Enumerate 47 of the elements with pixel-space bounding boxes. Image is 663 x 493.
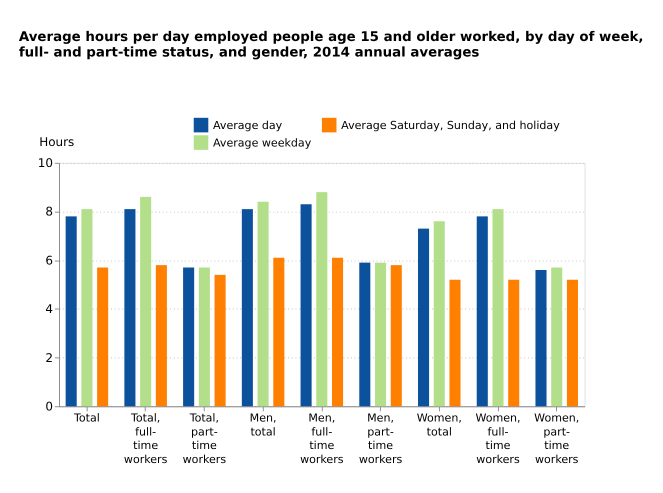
bar bbox=[97, 268, 108, 406]
x-tick-label: Total bbox=[73, 412, 100, 425]
bar bbox=[449, 280, 461, 406]
x-tick-label: Men, total bbox=[250, 412, 277, 438]
bar bbox=[81, 209, 92, 406]
x-tick-label: Women, full-time workers bbox=[475, 412, 521, 466]
bar bbox=[434, 221, 445, 406]
x-tick-label: Women, part-time workers bbox=[534, 412, 580, 466]
y-tick-label: 8 bbox=[45, 204, 54, 219]
x-tick-label: Total, full-time workers bbox=[124, 412, 168, 466]
y-tick-label: 4 bbox=[45, 302, 54, 316]
bar bbox=[418, 228, 430, 406]
legend-label: Average day bbox=[213, 118, 283, 132]
bar bbox=[476, 216, 488, 406]
bar bbox=[359, 262, 370, 406]
x-tick-label: Men, part-time workers bbox=[358, 412, 402, 466]
legend-label: Average Saturday, Sunday, and holiday bbox=[341, 118, 560, 132]
bar bbox=[214, 274, 226, 406]
bar bbox=[551, 268, 562, 406]
legend-label: Average weekday bbox=[213, 136, 312, 150]
bar bbox=[140, 196, 152, 406]
bar bbox=[124, 209, 136, 406]
x-tick-label: Women, total bbox=[416, 412, 462, 438]
bar bbox=[316, 192, 328, 406]
bar bbox=[375, 262, 386, 406]
bar bbox=[258, 202, 269, 406]
x-tick-label: Total, part-time workers bbox=[182, 412, 226, 466]
bar bbox=[156, 265, 167, 406]
bar bbox=[390, 265, 402, 406]
bar bbox=[183, 268, 194, 406]
bar bbox=[535, 270, 547, 406]
y-axis-title: Hours bbox=[39, 134, 74, 149]
y-tick-label: 2 bbox=[45, 350, 54, 365]
bar bbox=[242, 209, 253, 406]
y-tick-label: 6 bbox=[45, 253, 54, 268]
y-tick-label: 10 bbox=[38, 156, 54, 170]
bar bbox=[508, 280, 520, 406]
bar bbox=[566, 280, 578, 406]
bar bbox=[273, 258, 284, 406]
bar bbox=[198, 268, 210, 406]
bar bbox=[300, 204, 312, 406]
chart-title: Average hours per day employed people age 15 and older worked, by day of week, full- and part-time status, and gender, 2014 annual averages bbox=[18, 30, 644, 60]
x-tick-label: Men, full-time workers bbox=[300, 412, 344, 466]
bar bbox=[66, 216, 77, 406]
y-tick-label: 0 bbox=[45, 399, 54, 414]
bar bbox=[332, 258, 344, 406]
bar bbox=[492, 209, 504, 406]
